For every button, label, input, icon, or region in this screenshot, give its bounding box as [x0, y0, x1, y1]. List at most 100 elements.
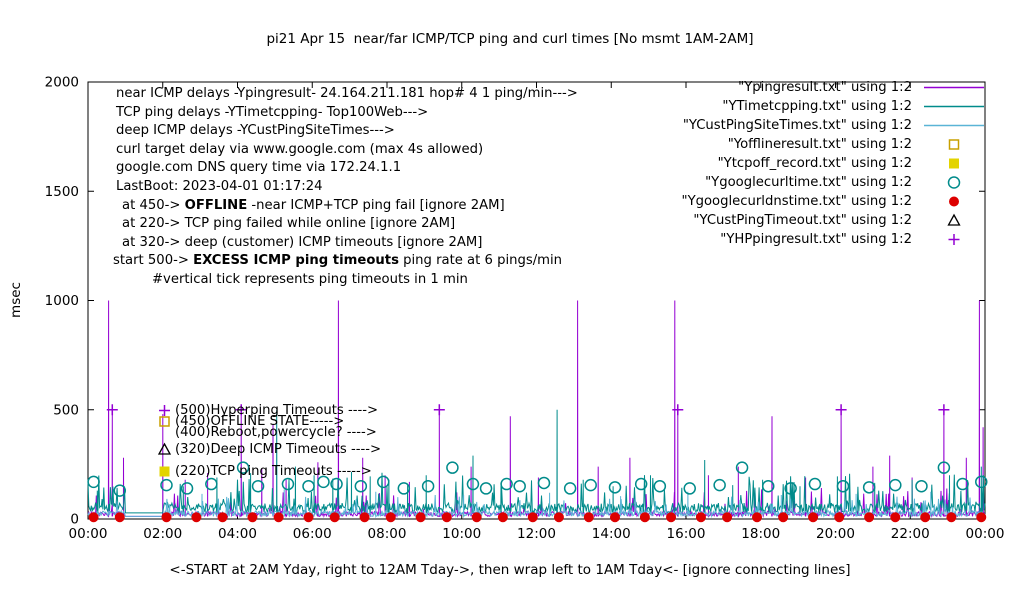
x-tick-label: 06:00 — [293, 526, 332, 542]
dns-time-point — [864, 512, 875, 523]
dns-time-point — [722, 512, 733, 523]
dns-time-point — [946, 512, 957, 523]
hyperping-point — [938, 404, 950, 416]
legend-row: "YTimetcpping.txt" using 1:2 — [500, 97, 987, 116]
dns-time-point — [415, 512, 426, 523]
y-tick-label: 1000 — [45, 293, 79, 309]
offline-point — [159, 415, 170, 427]
dns-time-point — [273, 512, 284, 523]
dns-time-point — [666, 512, 677, 523]
curl-time-point — [160, 478, 173, 492]
curl-time-point — [479, 482, 493, 495]
dns-time-point — [609, 512, 620, 523]
curl-time-point — [113, 484, 127, 497]
legend-label: "Ytcpoff_record.txt" using 1:2 — [717, 156, 912, 171]
curl-time-point — [537, 476, 551, 490]
curl-time-point — [317, 475, 330, 489]
ping-timeout-point — [157, 442, 172, 455]
tcpoff-point — [159, 466, 170, 476]
dns-time-point — [217, 512, 228, 523]
legend-key-line — [924, 124, 984, 127]
series-line-2 — [87, 489, 986, 519]
legend-key-line — [924, 86, 984, 89]
x-tick-label: 22:00 — [891, 526, 930, 542]
x-tick-label: 14:00 — [592, 526, 631, 542]
dns-time-point — [441, 512, 452, 523]
level-marker-filled-square — [159, 466, 170, 476]
level-label: (220)TCP ping Timeouts -----> — [157, 462, 372, 480]
hyperping-point — [835, 404, 847, 416]
hyperping-point — [106, 404, 118, 416]
legend-row: "Ygooglecurltime.txt" using 1:2 — [500, 173, 987, 192]
curl-time-point — [281, 477, 295, 491]
info-text: at 220-> TCP ping failed while online [i… — [122, 216, 456, 232]
dns-time-point — [834, 512, 845, 523]
legend: "Ypingresult.txt" using 1:2 "YTimetcpping… — [500, 78, 987, 249]
dns-time-point — [695, 512, 706, 523]
dns-time-point — [88, 512, 99, 523]
hyperping-point — [433, 404, 445, 416]
x-tick-label: 16:00 — [667, 526, 706, 542]
curl-time-point — [808, 477, 822, 491]
chart-title: pi21 Apr 15 near/far ICMP/TCP ping and c… — [266, 31, 754, 47]
info-text-bold: EXCESS ICMP ping timeouts — [193, 253, 399, 269]
curl-time-point — [653, 479, 667, 493]
legend-label: "YCustPingTimeout.txt" using 1:2 — [693, 213, 912, 228]
info-line: deep ICMP delays -YCustPingSiteTimes---> — [113, 122, 578, 141]
level-label-text: (450)OFFLINE STATE-----> — [175, 413, 345, 429]
dns-time-point — [949, 196, 959, 207]
legend-key-open-circle — [947, 176, 961, 189]
level-marker-spacer — [157, 425, 172, 440]
x-tick-label: 02:00 — [143, 526, 182, 542]
x-tick-label: 12:00 — [517, 526, 556, 542]
info-text: google.com DNS query time via 172.24.1.1 — [116, 160, 402, 176]
curl-time-point — [377, 475, 390, 489]
level-marker-open-triangle — [157, 442, 172, 455]
dns-time-point — [890, 512, 901, 523]
curl-time-point — [466, 477, 480, 491]
level-label-text: (400)Reboot,powercycle? ----> — [175, 424, 377, 440]
legend-row: "Ytcpoff_record.txt" using 1:2 — [500, 154, 987, 173]
curl-time-point — [500, 477, 513, 491]
x-tick-label: 08:00 — [368, 526, 407, 542]
info-line: at 320-> deep (customer) ICMP timeouts [… — [113, 234, 578, 253]
legend-key-filled-square — [949, 158, 959, 169]
legend-row: "Yofflineresult.txt" using 1:2 — [500, 135, 987, 154]
legend-label: "Ypingresult.txt" using 1:2 — [738, 80, 912, 95]
curl-time-point — [584, 478, 597, 492]
y-tick-label: 2000 — [45, 75, 79, 91]
legend-key-open-triangle — [947, 213, 961, 226]
curl-time-point — [205, 477, 218, 491]
tcpoff-point — [949, 158, 959, 169]
legend-row: "Ygooglecurldnstime.txt" using 1:2 — [500, 192, 987, 211]
info-line: #vertical tick represents ping timeouts … — [113, 271, 578, 290]
curl-time-point — [251, 479, 265, 493]
dns-time-point — [553, 512, 564, 523]
info-line: start 500-> EXCESS ICMP ping timeouts pi… — [113, 252, 578, 271]
dns-time-point — [752, 512, 763, 523]
info-line: near ICMP delays -Ypingresult- 24.164.21… — [113, 85, 578, 104]
info-text: start 500-> — [113, 253, 194, 269]
level-label: (320)Deep ICMP Timeouts ----> — [157, 440, 381, 458]
dns-time-point — [808, 512, 819, 523]
curl-time-point — [915, 479, 928, 493]
hyperping-point — [235, 404, 247, 416]
legend-key-filled-circle — [949, 196, 959, 207]
dns-time-point — [329, 512, 340, 523]
legend-label: "Ygooglecurldnstime.txt" using 1:2 — [681, 194, 913, 209]
curl-time-point — [683, 482, 696, 495]
info-text: at 320-> deep (customer) ICMP timeouts [… — [122, 234, 483, 250]
dns-time-point — [497, 512, 508, 523]
info-text: LastBoot: 2023-04-01 01:17:24 — [116, 178, 323, 194]
curl-time-point — [354, 479, 368, 493]
x-tick-label: 04:00 — [218, 526, 257, 542]
dns-time-point — [303, 512, 314, 523]
legend-row: "YHPpingresult.txt" using 1:2 — [500, 230, 987, 249]
legend-key-line — [924, 105, 984, 108]
dns-time-point — [385, 512, 396, 523]
legend-label: "YTimetcpping.txt" using 1:2 — [722, 99, 912, 114]
hyperping-point — [672, 404, 684, 416]
info-text: near ICMP delays -Ypingresult- 24.164.21… — [116, 86, 578, 101]
dns-time-point — [639, 512, 650, 523]
